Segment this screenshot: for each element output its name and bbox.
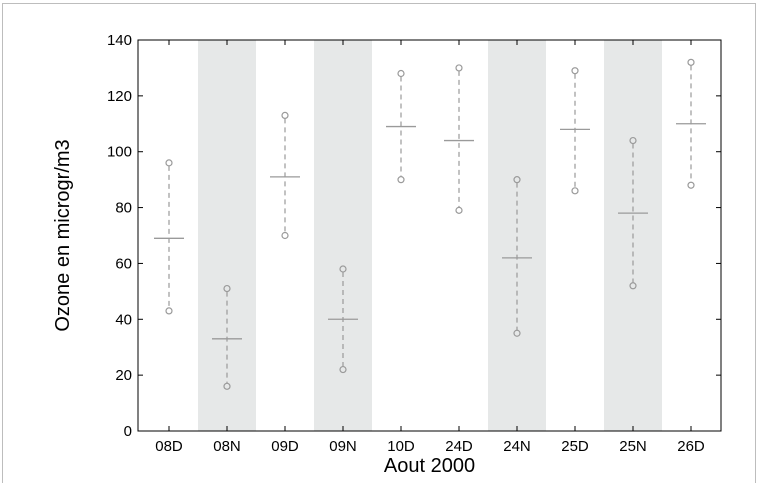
lower-marker-26d [687, 181, 695, 189]
x-tick-label-24d: 24D [445, 438, 473, 455]
x-tick-label-09n: 09N [329, 438, 357, 455]
x-tick-label-08d: 08D [155, 438, 183, 455]
upper-marker-24n [513, 176, 521, 184]
upper-marker-26d [687, 58, 695, 66]
upper-marker-09d [281, 111, 289, 120]
upper-marker-09n [339, 265, 347, 273]
lower-marker-24d [455, 206, 463, 214]
lower-marker-09n [339, 365, 347, 374]
y-tick-label-100: 100 [107, 144, 132, 161]
upper-marker-08n [223, 284, 231, 293]
axes-box [137, 39, 722, 432]
upper-marker-24d [455, 64, 463, 72]
marks-layer [154, 58, 706, 390]
lower-marker-10d [397, 176, 405, 184]
x-tick-label-10d: 10D [387, 438, 415, 455]
night-shade-08n [198, 40, 256, 431]
lower-marker-24n [513, 329, 521, 337]
upper-marker-10d [397, 69, 405, 78]
y-tick-label-20: 20 [115, 367, 132, 384]
y-tick-label-140: 140 [107, 32, 132, 49]
chart-svg: 08D 08N 09D 09N 10D 24D 24N 25D 25N 26D 0 20 40 60 80 1… [52, 32, 722, 477]
x-tick-label-24n: 24N [503, 438, 531, 455]
upper-marker-25n [629, 136, 637, 145]
x-tick-label-08n: 08N [213, 438, 241, 455]
y-tick-label-0: 0 [124, 423, 132, 440]
x-tick-label-09d: 09D [271, 438, 299, 455]
y-tick-label-120: 120 [107, 88, 132, 105]
y-tick-label-40: 40 [115, 311, 132, 328]
x-tick-label-25n: 25N [619, 438, 647, 455]
lower-marker-25d [571, 187, 579, 195]
night-shade-24n [488, 40, 546, 431]
upper-marker-25d [571, 67, 579, 75]
x-tick-label-25d: 25D [561, 438, 589, 455]
lower-marker-08d [165, 307, 173, 315]
axes-layer: 08D 08N 09D 09N 10D 24D 24N 25D 25N 26D 0 20 40 60 80 1… [107, 32, 722, 455]
lower-marker-08n [223, 382, 231, 390]
lower-marker-09d [281, 231, 289, 240]
x-axis-label: Aout 2000 [384, 455, 475, 477]
y-tick-label-80: 80 [115, 200, 132, 217]
x-tick-label-26d: 26D [677, 438, 705, 455]
y-tick-label-60: 60 [115, 255, 132, 272]
chart-frame: 08D 08N 09D 09N 10D 24D 24N 25D 25N 26D 0 20 40 60 80 1… [2, 3, 756, 483]
lower-marker-25n [629, 282, 637, 290]
upper-marker-08d [165, 159, 173, 167]
y-axis-label: Ozone en microgr/m3 [52, 139, 74, 331]
